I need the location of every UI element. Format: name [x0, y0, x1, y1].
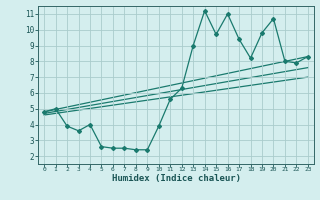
X-axis label: Humidex (Indice chaleur): Humidex (Indice chaleur)	[111, 174, 241, 183]
